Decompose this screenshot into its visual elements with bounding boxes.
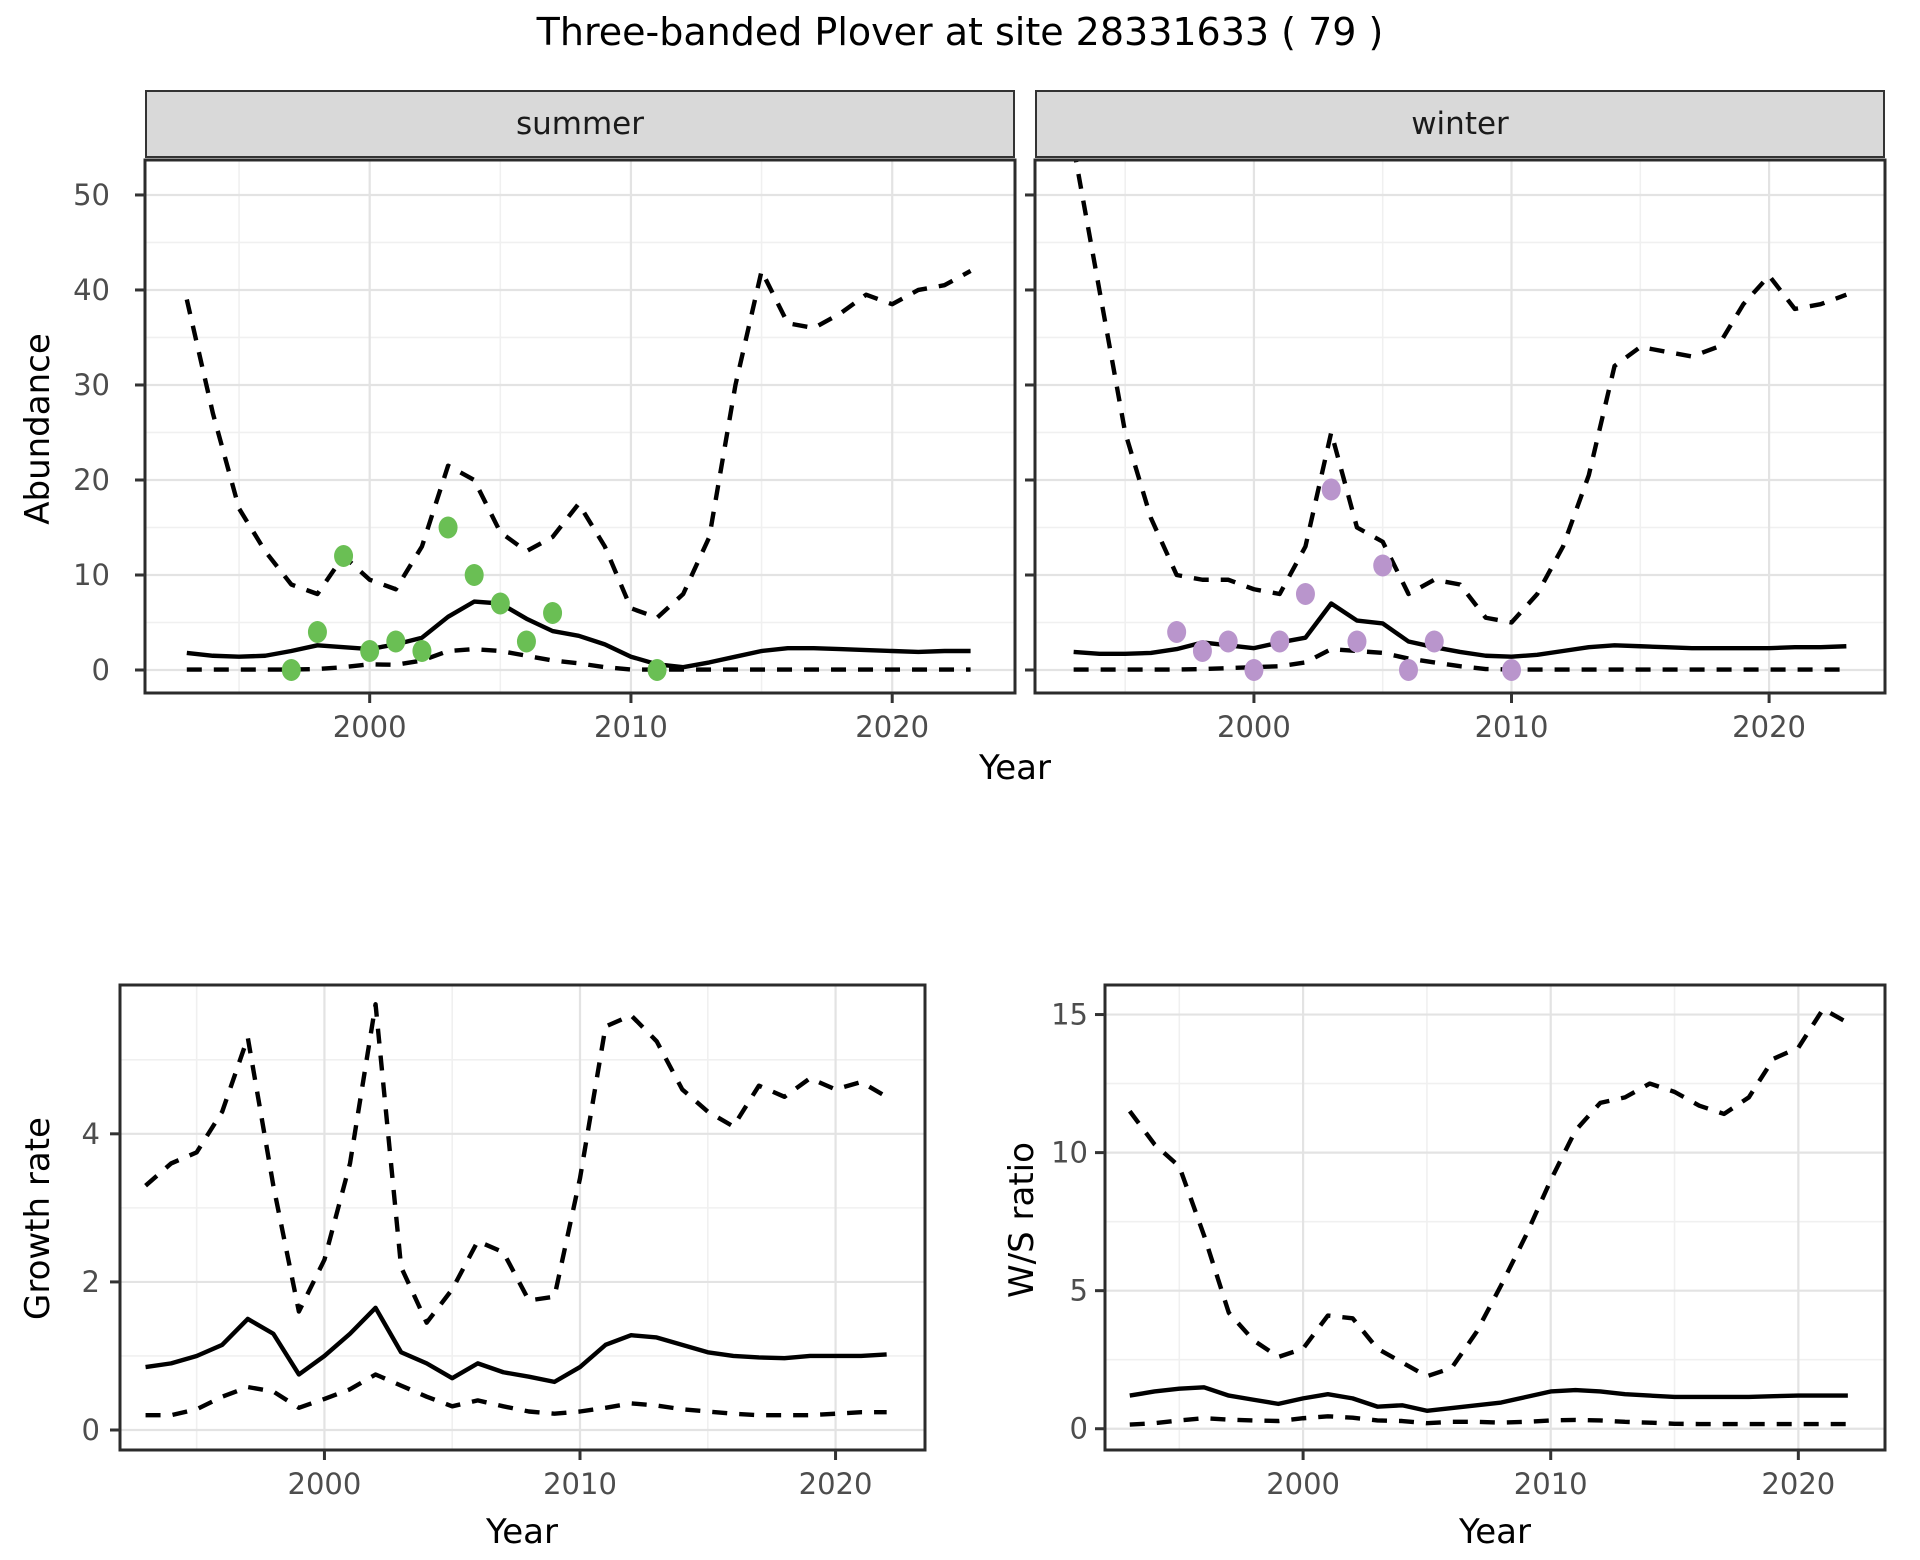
growth_rate-series xyxy=(144,1002,888,1418)
summer_counts-point xyxy=(516,630,536,653)
summer_counts-point xyxy=(464,563,484,586)
growth_rate-panel-bg xyxy=(120,985,925,1450)
abundance_summer-upper_ci-line xyxy=(184,268,972,620)
x-tick-label: 2020 xyxy=(855,710,929,744)
facet-strip-winter-label: winter xyxy=(1411,106,1509,142)
x-tick-label: 2020 xyxy=(799,1467,873,1501)
facet-strip-summer-label: summer xyxy=(515,106,644,142)
summer_counts-point xyxy=(490,592,510,615)
y-tick-label: 10 xyxy=(1051,1136,1088,1170)
x-axis-title-year-bottom-right: Year xyxy=(1459,1512,1531,1552)
ws_ratio-lower_ci-line xyxy=(1129,1414,1848,1427)
winter_counts-point xyxy=(1218,630,1238,653)
winter_counts-point xyxy=(1167,621,1187,644)
ws_ratio-upper_ci-line xyxy=(1127,1006,1849,1379)
winter_counts-point xyxy=(1347,630,1367,653)
abundance_winter-series xyxy=(1073,160,1848,682)
y-tick-label: 30 xyxy=(73,368,110,402)
summer_counts-point xyxy=(647,659,667,682)
winter_counts-point xyxy=(1321,478,1341,501)
x-tick-label: 2010 xyxy=(1514,1467,1588,1501)
ws_ratio-panel-bg xyxy=(1105,985,1885,1450)
x-tick-label: 2000 xyxy=(288,1467,362,1501)
y-tick-label: 0 xyxy=(82,1413,100,1447)
abundance_summer-mean-line xyxy=(186,599,971,670)
x-axis-title-year-top: Year xyxy=(979,748,1051,788)
y-tick-label: 50 xyxy=(73,178,110,212)
y-tick-label: 15 xyxy=(1051,998,1088,1032)
summer_counts-point xyxy=(386,630,406,653)
y-tick-label: 0 xyxy=(1070,1412,1088,1446)
chart-title: Three-banded Plover at site 28331633 ( 7… xyxy=(536,10,1384,54)
winter_counts-point xyxy=(1424,630,1444,653)
winter_counts-point xyxy=(1502,659,1522,682)
x-tick-label: 2000 xyxy=(1266,1467,1340,1501)
x-tick-label: 2010 xyxy=(1475,710,1549,744)
ws_ratio-mean-line xyxy=(1129,1385,1848,1413)
x-tick-label: 2000 xyxy=(333,710,407,744)
ws_ratio-series xyxy=(1127,1006,1849,1427)
abundance_winter-upper_ci-line xyxy=(1073,160,1848,625)
x-tick-label: 2010 xyxy=(543,1467,617,1501)
winter_counts-point xyxy=(1244,659,1264,682)
x-tick-label: 2020 xyxy=(1732,710,1806,744)
y-tick-label: 4 xyxy=(82,1117,100,1151)
abundance_summer-lower_ci-line xyxy=(186,646,971,672)
abundance_winter-panel-bg xyxy=(1035,160,1885,693)
growth_rate-panel-border xyxy=(118,983,927,1452)
abundance_summer-panel-border xyxy=(143,158,1017,695)
x-tick-label: 2000 xyxy=(1217,710,1291,744)
y-tick-label: 10 xyxy=(73,558,110,592)
growth_rate-mean-line xyxy=(145,1305,887,1385)
summer_counts-point xyxy=(543,602,563,625)
winter_counts-point xyxy=(1295,583,1315,606)
winter_counts-point xyxy=(1398,659,1418,682)
summer_counts-point xyxy=(307,621,327,644)
x-tick-label: 2020 xyxy=(1761,1467,1835,1501)
summer_counts-point xyxy=(281,659,301,682)
summer_counts-point xyxy=(360,640,380,663)
summer_counts-point xyxy=(412,640,432,663)
winter_counts-point xyxy=(1192,640,1212,663)
y-tick-label: 0 xyxy=(92,653,110,687)
abundance_winter-panel-border xyxy=(1033,158,1887,695)
y-tick-label: 2 xyxy=(82,1265,100,1299)
x-tick-label: 2010 xyxy=(594,710,668,744)
y-tick-label: 5 xyxy=(1070,1274,1088,1308)
summer_counts-point xyxy=(334,544,354,567)
y-tick-label: 20 xyxy=(73,463,110,497)
abundance_winter-lower_ci-line xyxy=(1073,646,1847,672)
winter_counts-point xyxy=(1270,630,1290,653)
abundance_summer-series xyxy=(184,268,972,682)
summer_counts-point xyxy=(438,516,458,539)
x-axis-title-year-bottom-left: Year xyxy=(486,1512,558,1552)
ws_ratio-panel-border xyxy=(1103,983,1887,1452)
y-tick-label: 40 xyxy=(73,273,110,307)
winter_counts-point xyxy=(1373,554,1393,577)
abundance_summer-panel-bg xyxy=(145,160,1015,693)
facet-strip-winter: winter xyxy=(1035,90,1885,158)
facet-strip-summer: summer xyxy=(145,90,1015,158)
